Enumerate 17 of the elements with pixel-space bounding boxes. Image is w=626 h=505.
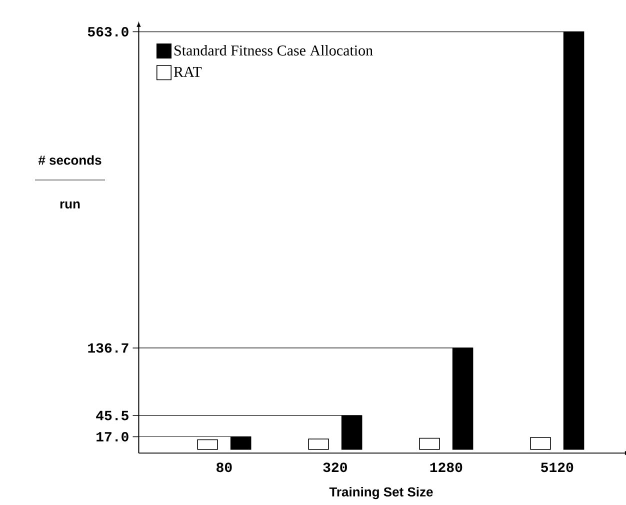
x-axis-title: Training Set Size	[329, 486, 433, 500]
text: run	[60, 201, 80, 209]
legend-label: Standard Fitness Case Allocation	[174, 45, 373, 56]
y-axis-title: # seconds	[38, 155, 102, 165]
y-tick-label: 136.7	[88, 343, 128, 353]
y-tick-label: 17.0	[96, 432, 128, 442]
x-tick-label: 5120	[541, 462, 574, 472]
x-tick-label: 1280	[430, 462, 462, 472]
x-tick-label: 80	[216, 462, 232, 472]
bar	[419, 438, 440, 450]
legend-label: RAT	[174, 66, 202, 77]
y-tick-label: 563.0	[88, 27, 128, 37]
y-tick-label: 45.5	[96, 410, 128, 420]
bar	[308, 438, 329, 450]
x-tick-label: 320	[323, 462, 347, 472]
bar	[530, 437, 551, 450]
bar	[197, 439, 218, 450]
